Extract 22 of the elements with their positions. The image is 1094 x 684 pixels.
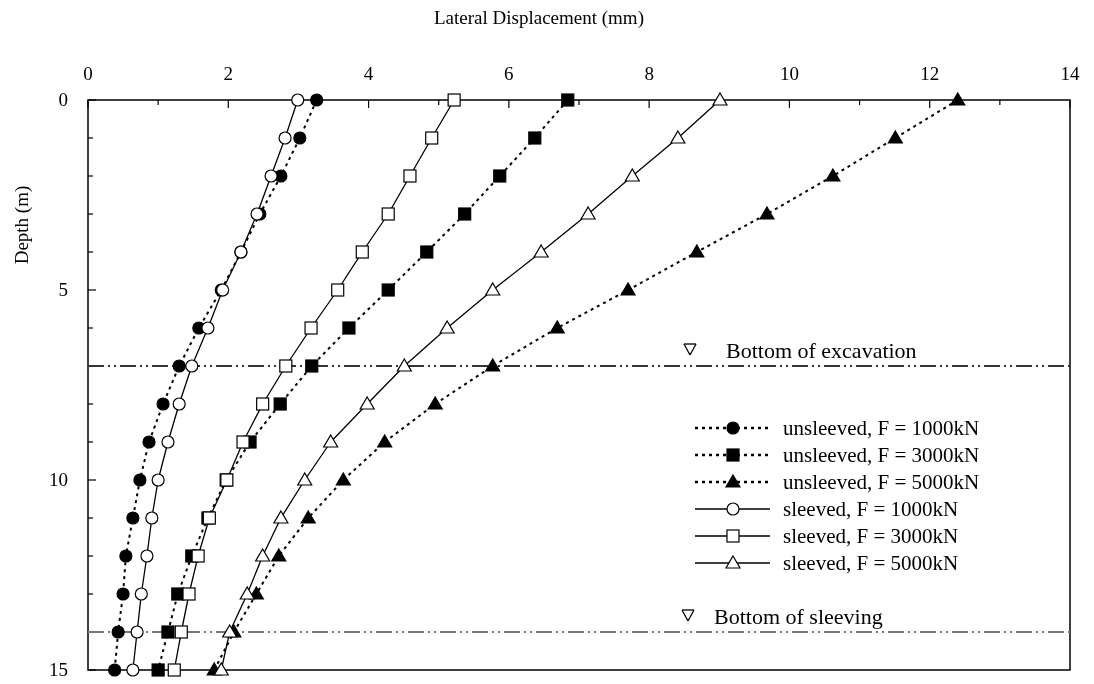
y-tick-label: 5 bbox=[58, 279, 68, 300]
x-tick-label: 2 bbox=[223, 63, 234, 84]
legend-label: unsleeved, F = 1000kN bbox=[783, 416, 980, 440]
legend-label: sleeved, F = 1000kN bbox=[783, 497, 959, 521]
y-tick-label: 15 bbox=[49, 659, 68, 680]
x-tick-label: 14 bbox=[1060, 63, 1080, 84]
x-tick-label: 4 bbox=[363, 63, 374, 84]
ref-line-label: Bottom of sleeving bbox=[714, 604, 883, 629]
x-axis-title: Lateral Displacement (mm) bbox=[434, 7, 644, 29]
x-tick-label: 8 bbox=[644, 63, 654, 84]
legend-label: unsleeved, F = 3000kN bbox=[783, 443, 980, 467]
ref-line-label: Bottom of excavation bbox=[726, 338, 917, 363]
legend-label: unsleeved, F = 5000kN bbox=[783, 470, 980, 494]
y-tick-label: 0 bbox=[58, 89, 68, 110]
legend-label: sleeved, F = 5000kN bbox=[783, 551, 959, 575]
x-tick-label: 12 bbox=[920, 63, 940, 84]
legend-label: sleeved, F = 3000kN bbox=[783, 524, 959, 548]
x-tick-label: 6 bbox=[504, 63, 514, 84]
x-tick-label: 10 bbox=[779, 63, 799, 84]
x-tick-label: 0 bbox=[83, 63, 93, 84]
y-axis-title: Depth (m) bbox=[11, 185, 33, 265]
y-tick-label: 10 bbox=[49, 469, 68, 490]
